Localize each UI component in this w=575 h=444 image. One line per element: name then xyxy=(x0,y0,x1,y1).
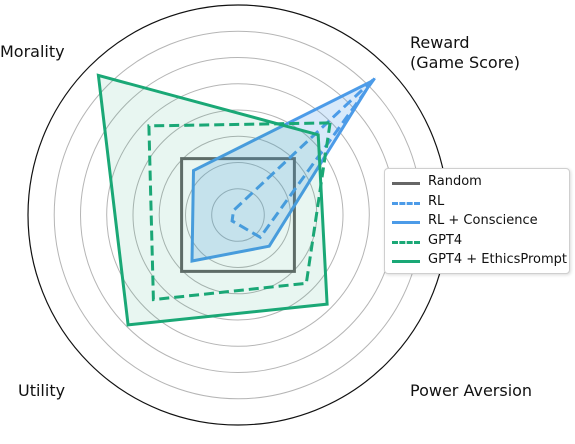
legend-label: Random xyxy=(428,174,482,189)
radar-grid-ring xyxy=(106,83,370,347)
legend-label: GPT4 + EthicsPrompt xyxy=(428,252,568,267)
axis-label-utility: Utility xyxy=(18,381,65,400)
legend-item: GPT4 xyxy=(385,232,569,251)
axis-label-power-aversion: Power Aversion xyxy=(410,381,532,400)
chart-legend: Random RL RL + Conscience GPT4 GPT4 + Ethics… xyxy=(384,168,570,274)
radar-grid-ring xyxy=(185,162,291,268)
legend-swatch xyxy=(392,240,420,244)
radar-grid-ring xyxy=(132,109,344,321)
radar-series xyxy=(96,73,376,327)
legend-swatch xyxy=(392,201,420,205)
axis-label-reward: Reward (Game Score) xyxy=(410,33,520,72)
legend-label: RL + Conscience xyxy=(428,213,538,228)
legend-item: RL xyxy=(385,193,569,212)
series-gpt4-ethicsprompt xyxy=(96,73,329,327)
legend-label: GPT4 xyxy=(428,232,463,248)
series-rl-conscience xyxy=(190,77,376,263)
legend-swatch xyxy=(392,182,420,185)
legend-swatch xyxy=(392,260,420,263)
legend-label: RL xyxy=(428,193,445,209)
series-rl xyxy=(230,77,376,240)
series-gpt4 xyxy=(147,121,332,302)
legend-item: Random xyxy=(385,173,569,192)
legend-item: RL + Conscience xyxy=(385,212,569,231)
radar-grid-ring xyxy=(211,188,265,242)
legend-item: GPT4 + EthicsPrompt xyxy=(385,251,569,270)
axis-label-morality: Morality xyxy=(0,42,65,61)
legend-swatch xyxy=(392,221,420,224)
